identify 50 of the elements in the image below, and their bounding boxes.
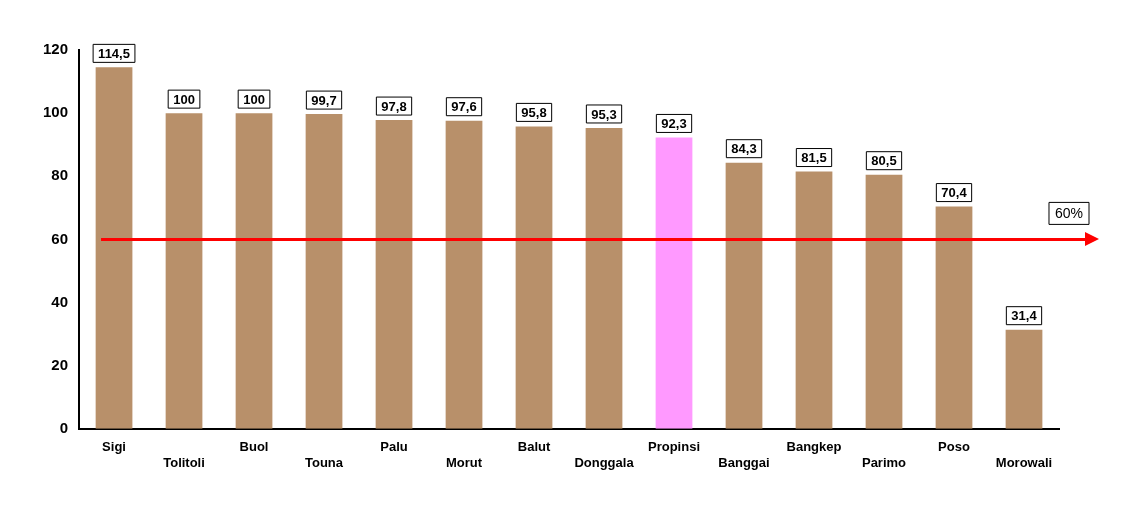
bar — [585, 127, 623, 429]
bar — [1005, 329, 1043, 429]
y-tick-label: 80 — [51, 166, 69, 184]
bar — [865, 174, 903, 429]
bar — [165, 113, 203, 429]
y-tick-label: 20 — [51, 355, 69, 373]
x-tick-label: Sigi — [102, 439, 126, 455]
x-tick-label: Banggai — [718, 454, 770, 470]
data-label: 80,5 — [871, 153, 897, 169]
y-tick-label: 100 — [43, 103, 69, 121]
bar — [445, 120, 483, 429]
bar — [935, 206, 973, 429]
data-label: 92,3 — [661, 116, 687, 132]
y-tick-label: 120 — [43, 40, 69, 58]
data-label: 84,3 — [731, 141, 757, 157]
bar — [515, 126, 553, 429]
data-label: 95,8 — [521, 104, 547, 120]
x-tick-label: Touna — [305, 454, 344, 470]
data-label: 31,4 — [1011, 308, 1038, 324]
data-label: 97,8 — [381, 98, 407, 114]
x-tick-label: Propinsi — [648, 439, 701, 455]
data-label: 95,3 — [591, 106, 617, 122]
y-tick-label: 60 — [51, 229, 69, 247]
bar — [235, 113, 273, 429]
data-label: 99,7 — [311, 92, 337, 108]
x-tick-label: Buol — [239, 439, 269, 455]
bar — [375, 120, 413, 429]
y-tick-label: 40 — [51, 292, 69, 310]
bar — [795, 171, 833, 429]
bar — [655, 137, 693, 429]
data-label: 81,5 — [801, 150, 827, 166]
x-tick-label: Parimo — [861, 454, 907, 470]
ref-line-label: 60% — [1054, 205, 1084, 222]
x-tick-label: Bangkep — [786, 439, 842, 455]
data-label: 100 — [243, 91, 265, 107]
x-tick-label: Morowali — [995, 454, 1053, 470]
x-tick-label: Donggala — [574, 454, 635, 470]
bar — [725, 162, 763, 429]
bar — [305, 114, 343, 429]
data-label: 70,4 — [941, 185, 968, 201]
data-label: 100 — [173, 91, 195, 107]
y-tick-label: 0 — [59, 418, 69, 436]
data-label: 114,5 — [98, 45, 130, 61]
bar — [95, 67, 133, 429]
data-label: 97,6 — [451, 99, 477, 115]
x-tick-label: Balut — [517, 439, 551, 455]
x-tick-label: Palu — [380, 439, 408, 455]
x-tick-label: Tolitoli — [163, 454, 205, 470]
x-tick-label: Poso — [938, 439, 970, 455]
x-tick-label: Morut — [445, 454, 483, 470]
